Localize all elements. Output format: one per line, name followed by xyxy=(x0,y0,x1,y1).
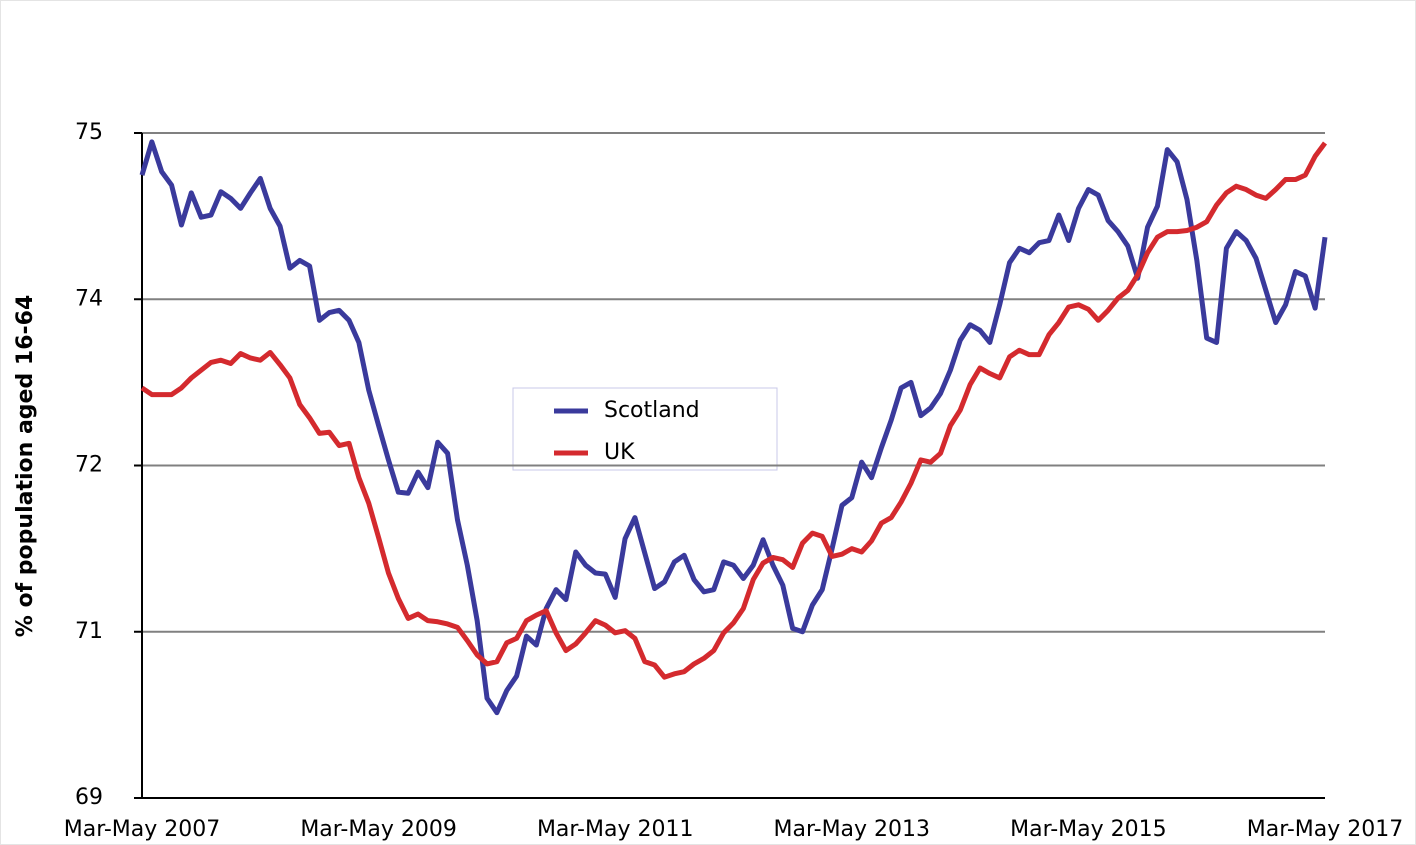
x-tick-label: Mar-May 2017 xyxy=(1247,817,1404,842)
y-axis-label: % of population aged 16-64 xyxy=(13,295,38,637)
y-tick-label: 71 xyxy=(75,619,103,644)
y-tick-label: 75 xyxy=(75,120,103,145)
x-tick-label: Mar-May 2007 xyxy=(64,817,221,842)
series-line xyxy=(139,139,1328,716)
y-tick-label: 74 xyxy=(75,286,103,311)
x-tick-label: Mar-May 2015 xyxy=(1010,817,1167,842)
y-tick-label: 72 xyxy=(75,453,103,478)
x-tick-label: Mar-May 2009 xyxy=(300,817,457,842)
y-tick-label: 69 xyxy=(75,785,103,810)
series-line xyxy=(140,141,1328,680)
legend-label: UK xyxy=(604,440,635,465)
legend-label: Scotland xyxy=(604,398,700,423)
legend-box xyxy=(512,387,778,471)
x-tick-label: Mar-May 2011 xyxy=(537,817,694,842)
x-tick-label: Mar-May 2013 xyxy=(774,817,931,842)
